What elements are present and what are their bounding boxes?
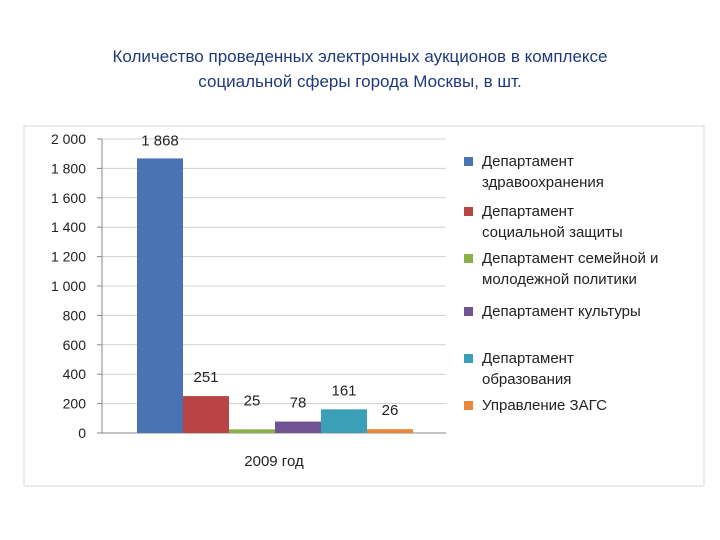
y-tick-label: 400: [63, 366, 87, 382]
legend-label: Департамент культуры: [482, 303, 641, 320]
legend-label: здравоохранения: [482, 174, 604, 191]
y-tick-label: 1 400: [51, 219, 86, 235]
bar: [229, 429, 275, 433]
legend-label: социальной защиты: [482, 224, 623, 241]
y-tick-label: 600: [63, 337, 87, 353]
y-tick-label: 1 800: [51, 160, 86, 176]
data-label: 251: [193, 369, 218, 386]
legend-label: Департамент семейной и: [482, 250, 658, 267]
bars: [137, 158, 413, 434]
legend-swatch: [464, 207, 473, 216]
legend-label: молодежной политики: [482, 271, 637, 288]
data-label: 78: [290, 395, 307, 412]
y-tick-label: 200: [63, 396, 87, 412]
chart-title: Количество проведенных электронных аукци…: [60, 44, 660, 94]
y-tick-label: 2 000: [51, 131, 86, 147]
legend-label: Управление ЗАГС: [482, 397, 607, 414]
y-tick-label: 1 600: [51, 190, 86, 206]
y-tick-label: 1 000: [51, 278, 86, 294]
legend-swatch: [464, 254, 473, 263]
y-tick-label: 0: [78, 425, 86, 441]
legend-label: Департамент: [482, 203, 574, 220]
data-labels: 1 868 251 25 78 161 26: [141, 132, 398, 419]
legend-label: образования: [482, 371, 571, 388]
bar: [321, 409, 367, 433]
data-label: 1 868: [141, 132, 179, 149]
data-label: 26: [382, 402, 399, 419]
y-tick-label: 800: [63, 307, 87, 323]
x-axis-label: 2009 год: [244, 453, 304, 470]
y-tick-label: 1 200: [51, 249, 86, 265]
legend-label: Департамент: [482, 153, 574, 170]
y-axis: 0 200 400 600 800 1 000 1 200 1 400 1 600 1 800 2 …: [51, 131, 446, 441]
legend-swatch: [464, 354, 473, 363]
legend: Департамент здравоохранения Департамент соц…: [464, 153, 658, 414]
legend-swatch: [464, 307, 473, 316]
bar: [275, 421, 321, 433]
chart-title-line-2: социальной сферы города Москвы, в шт.: [198, 72, 522, 91]
data-label: 161: [331, 382, 356, 399]
bar: [367, 429, 413, 433]
chart-title-line-1: Количество проведенных электронных аукци…: [112, 47, 608, 66]
legend-swatch: [464, 401, 473, 410]
chart-frame: [23, 125, 705, 487]
bar: [137, 158, 183, 434]
legend-swatch: [464, 157, 473, 166]
legend-label: Департамент: [482, 350, 574, 367]
bar: [183, 396, 229, 433]
data-label: 25: [244, 392, 261, 409]
